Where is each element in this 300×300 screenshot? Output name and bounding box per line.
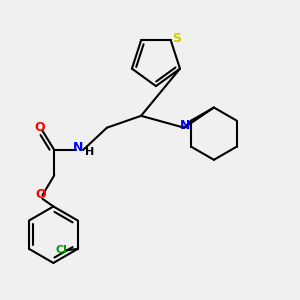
Text: N: N [180,119,190,132]
Text: O: O [35,121,45,134]
Text: O: O [36,188,46,201]
Text: Cl: Cl [56,245,68,255]
Text: H: H [85,147,94,158]
Text: S: S [172,32,181,45]
Text: N: N [73,140,83,154]
